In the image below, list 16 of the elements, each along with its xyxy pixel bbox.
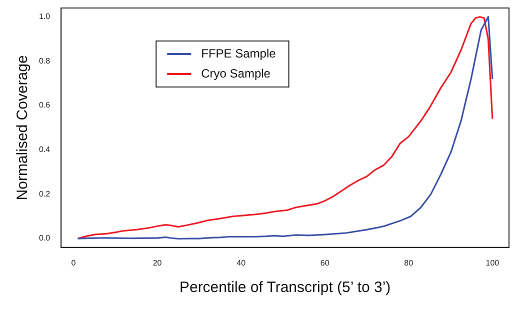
y-axis-title: Normalised Coverage <box>14 55 32 200</box>
x-tick-label: 0 <box>71 258 76 268</box>
x-tick-label: 80 <box>404 258 414 268</box>
x-axis-title: Percentile of Transcript (5’ to 3’) <box>179 279 391 296</box>
y-tick-label: 0.6 <box>38 100 51 110</box>
x-tick-label: 60 <box>320 258 330 268</box>
y-tick-label: 0.2 <box>38 189 51 198</box>
y-tick-label: 0.4 <box>38 145 51 154</box>
y-tick-label: 0.8 <box>38 56 51 66</box>
x-tick-label: 40 <box>236 258 246 268</box>
y-tick-label: 0.0 <box>38 234 51 243</box>
y-tick-label: 1.0 <box>38 12 51 22</box>
legend-label: Cryo Sample <box>201 66 271 80</box>
legend-label: FFPE Sample <box>201 46 276 60</box>
x-tick-label: 20 <box>152 258 162 268</box>
x-tick-label: 100 <box>486 258 500 268</box>
